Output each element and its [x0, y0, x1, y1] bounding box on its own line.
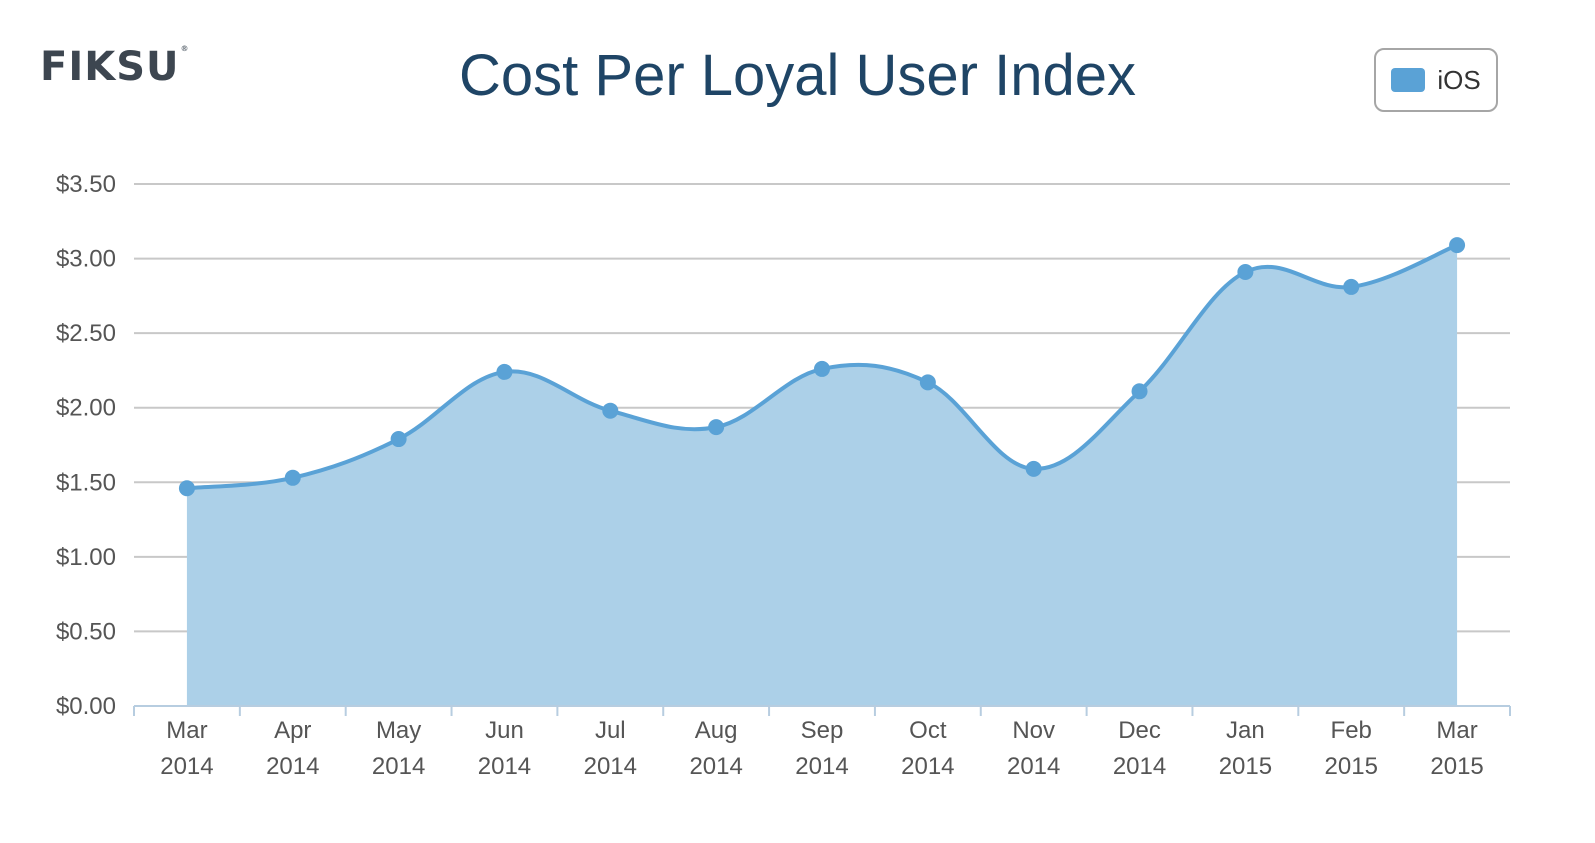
x-tick-label-month: Jan	[1226, 717, 1265, 744]
x-tick-label-year: 2014	[795, 753, 848, 780]
x-tick-label-year: 2014	[689, 753, 742, 780]
data-point	[390, 431, 407, 448]
x-tick-label-year: 2014	[584, 753, 637, 780]
x-tick-label-year: 2014	[901, 753, 954, 780]
series-area-ios	[186, 245, 1458, 707]
x-tick-label-month: Jun	[485, 717, 524, 744]
x-tick-label-month: Mar	[1436, 717, 1477, 744]
data-point	[708, 419, 725, 436]
fiksu-logo: FIKSU®	[40, 44, 190, 90]
x-tick-label-month: May	[376, 717, 421, 744]
data-point	[602, 402, 619, 419]
legend-label-ios: iOS	[1437, 64, 1481, 95]
y-axis: $0.00 $0.50 $1.00 $1.50 $2.00 $2.50 $3.00 $3.50	[56, 171, 116, 720]
legend-swatch-ios	[1391, 68, 1426, 92]
x-tick-label-year: 2015	[1219, 753, 1272, 780]
x-tick-label-year: 2014	[1113, 753, 1166, 780]
x-tick-label-month: Nov	[1012, 717, 1055, 744]
x-tick-label-month: Dec	[1118, 717, 1161, 744]
y-tick-label: $0.50	[56, 618, 116, 645]
y-tick-label: $1.00	[56, 544, 116, 571]
data-point	[1237, 263, 1254, 280]
x-axis: Mar 2014 Apr 2014 May 2014 Jun 2014 Jul 2014 Aug 20…	[133, 705, 1511, 780]
series-points-ios	[178, 237, 1466, 497]
y-tick-label: $3.50	[56, 171, 116, 198]
x-tick-label-year: 2014	[1007, 753, 1060, 780]
x-tick-label-month: Sep	[801, 717, 844, 744]
y-tick-label: $2.00	[56, 395, 116, 422]
data-point	[919, 374, 936, 391]
x-tick-label-year: 2015	[1325, 753, 1378, 780]
x-tick-label-month: Oct	[909, 717, 947, 744]
data-point	[1343, 278, 1360, 295]
chart-title: Cost Per Loyal User Index	[459, 43, 1136, 108]
x-tick-label-year: 2015	[1430, 753, 1483, 780]
x-tick-label-year: 2014	[478, 753, 531, 780]
x-tick-label-month: Feb	[1331, 717, 1372, 744]
x-tick-label-year: 2014	[266, 753, 319, 780]
data-point	[1025, 460, 1042, 477]
data-point	[814, 360, 830, 377]
x-tick-label-month: Apr	[274, 717, 311, 744]
y-tick-label: $0.00	[56, 693, 116, 720]
y-tick-label: $3.00	[56, 246, 116, 273]
x-tick-label-month: Jul	[595, 717, 626, 744]
logo-text: FIKSU	[40, 44, 180, 90]
registered-mark: ®	[180, 44, 190, 53]
x-tick-label-year: 2014	[160, 753, 213, 780]
y-tick-label: $1.50	[56, 469, 116, 496]
data-point	[1449, 237, 1466, 254]
x-tick-label-month: Aug	[695, 717, 738, 744]
y-tick-label: $2.50	[56, 320, 116, 347]
legend[interactable]: iOS	[1374, 48, 1498, 112]
x-tick-label-year: 2014	[372, 753, 425, 780]
data-point	[1131, 383, 1148, 400]
data-point	[496, 363, 513, 380]
data-point	[284, 469, 301, 486]
data-point	[178, 480, 195, 497]
x-tick-label-month: Mar	[166, 717, 207, 744]
